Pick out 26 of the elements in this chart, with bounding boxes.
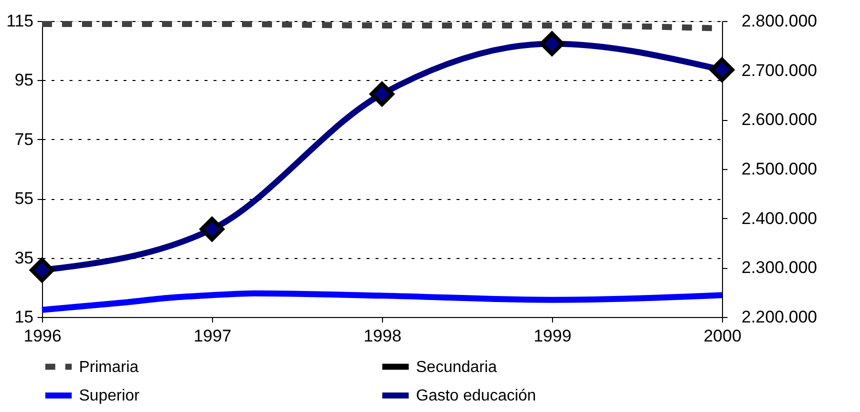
y-tick-label: 35 <box>14 248 34 268</box>
x-tick-label: 1998 <box>364 326 402 346</box>
x-tick-label: 1997 <box>194 326 232 346</box>
legend-label: Gasto educación <box>416 388 536 404</box>
point <box>710 58 734 82</box>
y-tick-label: 95 <box>14 70 34 90</box>
y-tick-label: 115 <box>6 12 34 30</box>
y2-tick-label: 2.300.000 <box>742 258 818 278</box>
y2-tick-label: 2.700.000 <box>742 60 818 80</box>
x-tick-label: 2000 <box>704 326 742 346</box>
point <box>370 82 394 106</box>
legend-label: Superior <box>79 388 140 404</box>
y2-tick-label: 2.400.000 <box>742 208 818 228</box>
y2-tick-label: 2.500.000 <box>742 160 818 178</box>
legend-label: Primaria <box>79 358 139 376</box>
x-tick-label: 1996 <box>24 326 62 346</box>
y2-tick-label: 2.800.000 <box>742 12 818 30</box>
legend-label: Secundaria <box>416 358 498 376</box>
point <box>540 31 564 56</box>
y-tick-label: 55 <box>14 189 34 208</box>
y2-tick-label: 2.200.000 <box>742 308 818 326</box>
y-tick-label: 75 <box>14 130 34 149</box>
y-tick-label: 15 <box>14 308 34 326</box>
point <box>200 216 224 242</box>
y2-tick-label: 2.600.000 <box>742 110 818 130</box>
x-tick-label: 1999 <box>534 326 572 346</box>
